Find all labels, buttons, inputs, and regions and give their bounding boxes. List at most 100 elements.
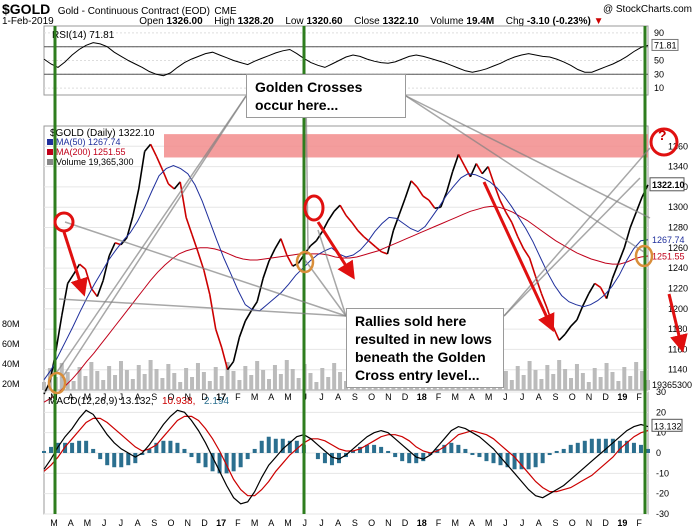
price-segment — [274, 238, 282, 250]
volume-bar — [527, 361, 532, 390]
volume-bar — [190, 377, 195, 390]
price-x-tick: A — [68, 392, 74, 402]
price-x-tick: 18 — [417, 392, 427, 402]
macd-histogram-bar — [238, 453, 243, 468]
volume-bar — [503, 371, 508, 390]
macd-histogram-bar — [42, 450, 46, 453]
price-segment — [528, 257, 537, 277]
macd-x-tick: F — [235, 518, 241, 528]
price-tick-label: 1360 — [668, 141, 688, 151]
volume-bar — [545, 365, 550, 390]
price-x-tick: A — [135, 392, 141, 402]
volume-bar — [521, 375, 526, 390]
price-segment — [262, 260, 270, 279]
macd-histogram-bar — [624, 440, 629, 453]
rallies-sold-line-4: Cross entry level... — [355, 367, 480, 383]
price-segment — [635, 196, 643, 213]
macd-title: MACD(12,26,9) 13.132, — [48, 396, 154, 407]
volume-bar — [142, 374, 147, 390]
price-segment — [457, 154, 466, 166]
macd-histogram-bar — [231, 453, 236, 472]
macd-histogram-bar — [596, 438, 601, 453]
ma200-last-value: 1251.55 — [652, 251, 685, 261]
volume-bar — [83, 376, 88, 390]
price-segment — [238, 320, 247, 338]
macd-x-tick: N — [385, 518, 392, 528]
price-segment — [611, 262, 620, 279]
golden-crosses-line-2: occur here... — [255, 97, 339, 113]
rsi-tick-label: 30 — [654, 69, 664, 79]
price-x-tick: O — [168, 392, 175, 402]
volume-bar — [225, 362, 230, 390]
resistance-band-left — [164, 134, 184, 158]
macd-histogram-bar — [477, 453, 482, 458]
volume-bar — [261, 370, 266, 390]
price-segment — [463, 165, 472, 178]
volume-bar — [320, 368, 325, 390]
macd-histogram-bar — [203, 453, 208, 468]
macd-histogram-bar — [287, 440, 292, 453]
macd-histogram-bar — [161, 440, 166, 453]
price-segment — [398, 197, 406, 215]
price-segment — [67, 273, 75, 284]
macd-histogram-bar — [140, 453, 145, 456]
header-ohlc-line: 1-Feb-2019 Open 1326.00 High 1328.20 Low… — [2, 16, 604, 27]
price-x-tick: A — [469, 392, 475, 402]
price-tick-label: 1240 — [668, 263, 688, 273]
volume-bar — [622, 367, 627, 390]
price-x-tick: N — [586, 392, 593, 402]
price-segment — [226, 361, 235, 371]
macd-histogram-bar — [70, 442, 75, 453]
price-segment — [191, 234, 199, 253]
price-segment — [333, 204, 341, 212]
macd-histogram-bar — [505, 453, 510, 468]
price-segment — [434, 206, 441, 210]
macd-histogram-bar — [112, 453, 117, 468]
price-segment — [185, 217, 193, 235]
golden-cross-pointer-3 — [305, 95, 309, 251]
volume-bar — [130, 379, 135, 390]
macd-histogram-bar — [294, 440, 299, 453]
macd-histogram-bar — [91, 448, 96, 453]
macd-histogram-bar — [484, 453, 489, 462]
macd-histogram-bar — [266, 436, 271, 453]
macd-x-tick: J — [119, 518, 124, 528]
macd-histogram-bar — [49, 446, 54, 453]
price-tick-label: 1220 — [668, 283, 688, 293]
volume-bar — [509, 380, 514, 390]
rsi-last-value: 71.81 — [654, 40, 677, 50]
rally-top-circle-2 — [303, 194, 325, 222]
open-value: 1326.00 — [166, 16, 203, 27]
volume-value: 19.4M — [466, 16, 495, 27]
price-segment — [588, 282, 596, 294]
macd-histogram-bar — [147, 448, 152, 453]
price-segment — [445, 171, 454, 193]
price-segment — [558, 333, 566, 341]
volume-bar — [598, 377, 603, 390]
macd-x-tick: S — [552, 518, 558, 528]
price-segment — [599, 287, 608, 299]
volume-bar — [195, 363, 200, 390]
macd-tick-label: -30 — [656, 509, 669, 519]
volume-tick-label: 20M — [2, 379, 20, 389]
macd-histogram-bar — [638, 444, 643, 453]
price-x-tick: F — [235, 392, 241, 402]
volume-bar — [201, 372, 206, 390]
price-segment — [84, 268, 93, 289]
close-value: 1322.10 — [382, 16, 419, 27]
macd-histogram-bar — [84, 440, 89, 453]
macd-histogram-bar — [575, 442, 580, 453]
macd-x-tick: A — [135, 518, 141, 528]
macd-x-tick: J — [303, 518, 308, 528]
macd-histogram-bar — [358, 446, 363, 453]
volume-bar — [136, 365, 141, 390]
chg-value: -3.10 (-0.23%) — [526, 16, 591, 27]
macd-x-tick: A — [268, 518, 274, 528]
macd-histogram-bar — [491, 453, 496, 464]
macd-tick-label: 10 — [656, 428, 666, 438]
macd-histogram-bar — [182, 448, 187, 453]
macd-histogram-bar — [259, 440, 264, 453]
chg-label: Chg — [505, 16, 525, 27]
price-x-tick: D — [602, 392, 609, 402]
